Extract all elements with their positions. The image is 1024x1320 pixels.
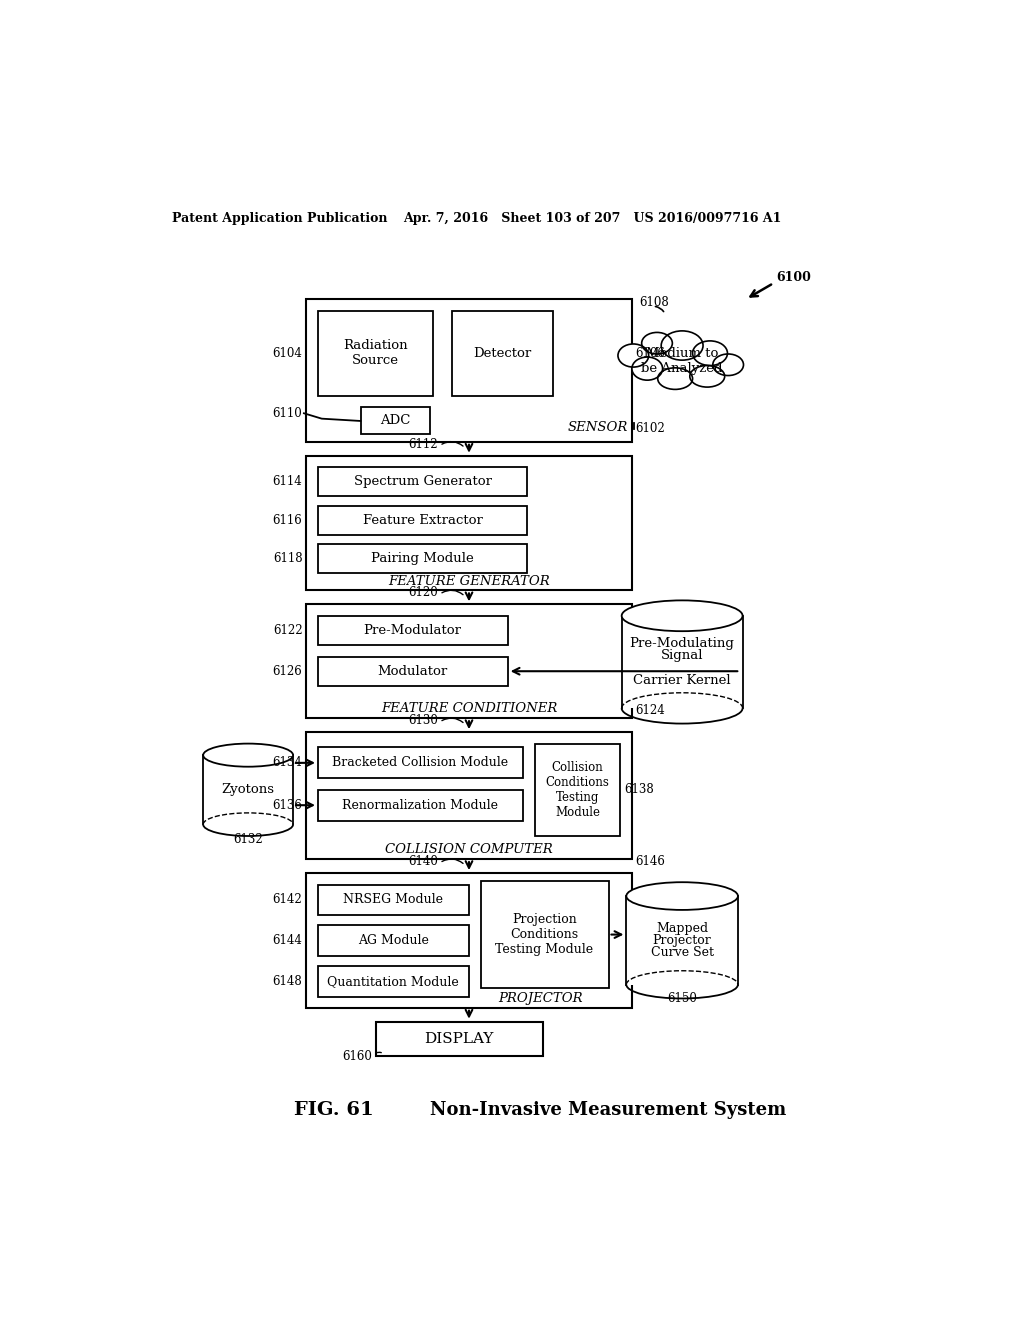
- Text: Signal: Signal: [660, 649, 703, 663]
- Text: Carrier Kernel: Carrier Kernel: [633, 675, 731, 686]
- Text: 6134: 6134: [272, 756, 302, 770]
- Text: NRSEG Module: NRSEG Module: [343, 894, 443, 907]
- Text: FIG. 61: FIG. 61: [294, 1101, 374, 1119]
- FancyBboxPatch shape: [306, 300, 632, 442]
- FancyBboxPatch shape: [317, 467, 527, 496]
- Text: 6116: 6116: [272, 513, 302, 527]
- Text: Patent Application Publication: Patent Application Publication: [172, 213, 388, 224]
- FancyBboxPatch shape: [317, 925, 469, 956]
- Text: 6160: 6160: [342, 1049, 372, 1063]
- Text: DISPLAY: DISPLAY: [424, 1031, 494, 1045]
- Text: Quantitation Module: Quantitation Module: [328, 975, 459, 989]
- Text: Curve Set: Curve Set: [650, 946, 714, 960]
- Text: 6126: 6126: [272, 665, 302, 677]
- Text: 6140: 6140: [409, 855, 438, 869]
- FancyBboxPatch shape: [317, 789, 523, 821]
- FancyBboxPatch shape: [317, 615, 508, 645]
- FancyBboxPatch shape: [480, 880, 608, 989]
- FancyBboxPatch shape: [376, 1022, 543, 1056]
- FancyBboxPatch shape: [306, 605, 632, 718]
- FancyBboxPatch shape: [317, 966, 469, 997]
- Ellipse shape: [690, 366, 725, 387]
- Text: 6130: 6130: [409, 714, 438, 727]
- Ellipse shape: [642, 333, 673, 354]
- Text: Zyotons: Zyotons: [221, 783, 274, 796]
- Text: Modulator: Modulator: [377, 665, 447, 677]
- Bar: [203, 755, 293, 825]
- Text: 6104: 6104: [272, 347, 302, 360]
- Text: SENSOR: SENSOR: [567, 421, 628, 434]
- Text: Projector: Projector: [652, 933, 712, 946]
- FancyBboxPatch shape: [317, 506, 527, 535]
- Bar: [622, 615, 742, 708]
- FancyBboxPatch shape: [535, 743, 621, 836]
- Bar: [627, 896, 738, 985]
- Text: 6102: 6102: [636, 422, 666, 436]
- Ellipse shape: [203, 743, 293, 767]
- Text: 6118: 6118: [272, 552, 302, 565]
- Text: 6142: 6142: [272, 894, 302, 907]
- Text: COLLISION COMPUTER: COLLISION COMPUTER: [385, 843, 553, 857]
- Text: 6114: 6114: [272, 475, 302, 488]
- FancyBboxPatch shape: [317, 884, 469, 915]
- Ellipse shape: [632, 358, 663, 380]
- Text: 6110: 6110: [272, 407, 302, 420]
- Text: Bracketed Collision Module: Bracketed Collision Module: [332, 756, 508, 770]
- FancyBboxPatch shape: [317, 312, 432, 396]
- FancyBboxPatch shape: [317, 747, 523, 779]
- Text: 6100: 6100: [776, 271, 812, 284]
- FancyBboxPatch shape: [306, 873, 632, 1007]
- FancyBboxPatch shape: [360, 407, 430, 434]
- Ellipse shape: [627, 882, 738, 909]
- FancyBboxPatch shape: [306, 455, 632, 590]
- Text: 6120: 6120: [409, 586, 438, 599]
- Ellipse shape: [713, 354, 743, 376]
- Text: Pairing Module: Pairing Module: [371, 552, 474, 565]
- Text: 6138: 6138: [624, 783, 653, 796]
- Text: Collision
Conditions
Testing
Module: Collision Conditions Testing Module: [546, 760, 609, 818]
- Text: Feature Extractor: Feature Extractor: [362, 513, 482, 527]
- Text: 6106: 6106: [636, 347, 666, 360]
- Text: ADC: ADC: [380, 414, 411, 428]
- Ellipse shape: [692, 341, 727, 366]
- Text: Pre-Modulating: Pre-Modulating: [630, 638, 734, 649]
- Text: Projection
Conditions
Testing Module: Projection Conditions Testing Module: [496, 913, 593, 956]
- Text: Medium to
be Analyzed: Medium to be Analyzed: [641, 347, 723, 375]
- Text: Renormalization Module: Renormalization Module: [342, 799, 498, 812]
- Text: 6108: 6108: [640, 296, 670, 309]
- Text: 6124: 6124: [636, 704, 666, 717]
- Text: FEATURE GENERATOR: FEATURE GENERATOR: [388, 574, 550, 587]
- Ellipse shape: [617, 345, 648, 367]
- Text: 6132: 6132: [233, 833, 263, 846]
- Text: AG Module: AG Module: [357, 935, 428, 948]
- Text: 6144: 6144: [272, 935, 302, 948]
- FancyBboxPatch shape: [306, 733, 632, 859]
- Text: Apr. 7, 2016   Sheet 103 of 207   US 2016/0097716 A1: Apr. 7, 2016 Sheet 103 of 207 US 2016/00…: [403, 213, 781, 224]
- Text: 6146: 6146: [636, 855, 666, 869]
- Ellipse shape: [622, 601, 742, 631]
- FancyBboxPatch shape: [452, 312, 553, 396]
- Ellipse shape: [662, 331, 703, 360]
- Text: PROJECTOR: PROJECTOR: [499, 991, 583, 1005]
- Text: 6136: 6136: [272, 799, 302, 812]
- Text: 6148: 6148: [272, 975, 302, 989]
- Text: FEATURE CONDITIONER: FEATURE CONDITIONER: [381, 702, 557, 715]
- Text: Pre-Modulator: Pre-Modulator: [364, 624, 462, 638]
- FancyBboxPatch shape: [317, 656, 508, 686]
- FancyBboxPatch shape: [317, 544, 527, 573]
- Text: 6112: 6112: [409, 437, 438, 450]
- Text: 6122: 6122: [272, 624, 302, 638]
- Text: Mapped: Mapped: [656, 921, 709, 935]
- Text: Radiation
Source: Radiation Source: [343, 339, 408, 367]
- Text: Spectrum Generator: Spectrum Generator: [353, 475, 492, 488]
- Text: 6150: 6150: [668, 991, 697, 1005]
- Text: Non-Invasive Measurement System: Non-Invasive Measurement System: [430, 1101, 786, 1119]
- Ellipse shape: [657, 368, 692, 389]
- Text: Detector: Detector: [473, 347, 531, 360]
